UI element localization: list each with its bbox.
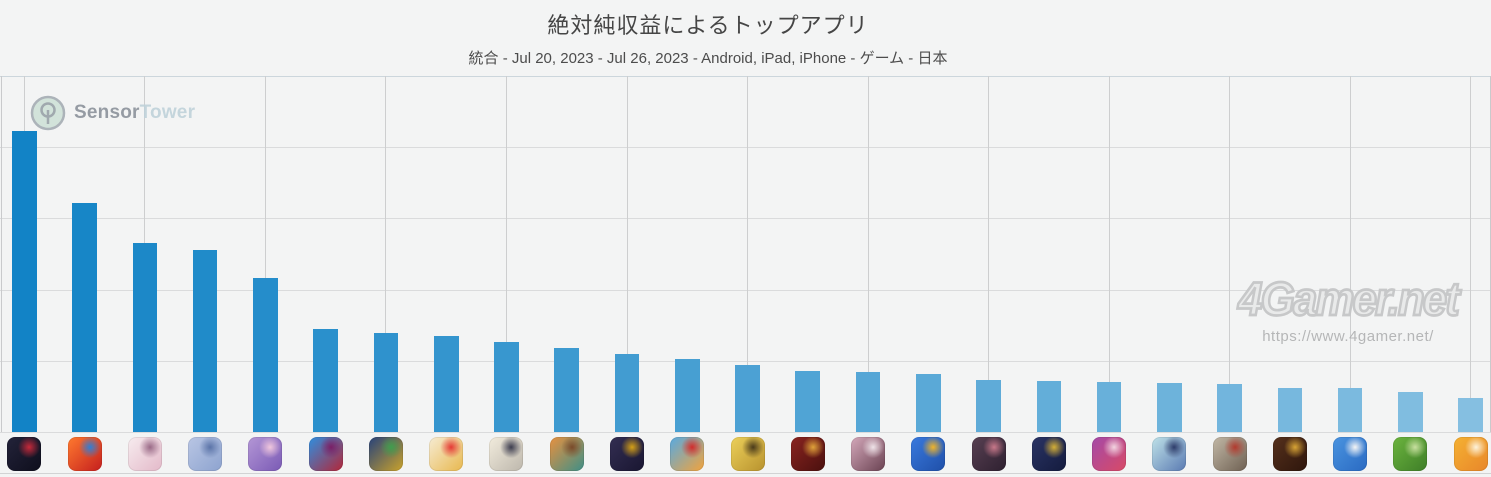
revenue-bar-rank-7 (373, 333, 399, 432)
vertical-gridline (988, 76, 990, 432)
revenue-bar-rank-16 (916, 373, 941, 432)
vertical-gridline (505, 76, 507, 432)
horizontal-gridline (0, 289, 1491, 291)
app-pink-hair-girl-dark-icon (851, 437, 886, 471)
revenue-bar-rank-2 (72, 203, 97, 432)
plot-top-border (0, 76, 1491, 77)
revenue-bar-rank-1 (12, 131, 37, 432)
vertical-gridline (626, 76, 628, 432)
app-dark-blue-gold-quest-icon (368, 437, 403, 471)
vertical-gridline (1470, 76, 1472, 432)
app-teal-ice-blue-duo-icon (1152, 437, 1187, 471)
plot-area (0, 76, 1491, 433)
fourgamer-url: https://www.4gamer.net/ (1262, 328, 1434, 345)
revenue-bar-rank-4 (192, 249, 218, 432)
revenue-bar-rank-9 (494, 342, 519, 432)
vertical-gridline (1349, 76, 1351, 432)
vertical-gridline (1108, 76, 1110, 432)
revenue-bar-rank-13 (735, 364, 760, 432)
revenue-bar-rank-19 (1096, 382, 1122, 432)
vertical-gridline (1229, 76, 1231, 432)
vertical-gridline (867, 76, 869, 432)
horizontal-gridline (0, 360, 1491, 362)
revenue-bar-rank-12 (674, 358, 700, 432)
revenue-bar-rank-6 (313, 329, 338, 432)
chart-subtitle: 統合 - Jul 20, 2023 - Jul 26, 2023 - Andro… (468, 50, 948, 67)
x-axis-baseline (0, 432, 1491, 433)
plot-right-border (1489, 76, 1491, 432)
vertical-gridline (385, 76, 387, 432)
app-navy-gold-knight-icon (1031, 437, 1066, 471)
horizontal-gridline (0, 218, 1491, 220)
app-green-park-golf-icon (1393, 437, 1428, 471)
revenue-bar-rank-25 (1458, 398, 1483, 432)
app-dark-navy-gold-three-icon (610, 437, 644, 471)
app-blue-yellow-king-icon (911, 437, 946, 471)
revenue-bar-rank-5 (253, 277, 278, 432)
revenue-bar-rank-24 (1398, 391, 1423, 432)
app-dark-baseball-players-red-banner-icon (7, 437, 42, 471)
revenue-bar-rank-20 (1157, 382, 1182, 432)
app-red-orange-monster-flame-icon (67, 437, 102, 471)
app-dark-red-gold-claw-icon (790, 437, 825, 471)
app-white-cream-dark-figure-icon (489, 437, 524, 471)
chart-header: 絶対純収益によるトップアプリ 統合 - Jul 20, 2023 - Jul 2… (0, 0, 1416, 68)
app-dark-brown-gold-kanji-icon (1272, 437, 1307, 471)
app-pale-pink-anime-girl-icon (127, 437, 162, 471)
fourgamer-watermark: 4Gamer.net https://www.4gamer.net/ (1228, 273, 1468, 345)
revenue-bar-rank-14 (795, 370, 821, 432)
plot-left-border (0, 76, 2, 432)
revenue-bar-rank-8 (433, 336, 459, 432)
app-red-dragon-on-blue-icon (308, 437, 343, 471)
bottom-divider (0, 473, 1491, 474)
revenue-bar-rank-18 (1036, 381, 1062, 432)
app-pokeball-on-cream-icon (429, 437, 464, 471)
app-orange-white-battle-cat-icon (1453, 437, 1488, 471)
app-periwinkle-blue-anime-character-icon (188, 437, 223, 471)
app-dark-brown-idol-group-icon (971, 437, 1006, 471)
revenue-bar-rank-15 (855, 371, 881, 432)
fourgamer-logo: 4Gamer.net (1237, 273, 1461, 326)
page-title: 絶対純収益によるトップアプリ (547, 13, 869, 38)
vertical-gridline (747, 76, 749, 432)
revenue-bar-rank-10 (554, 348, 580, 432)
app-blue-white-red-cat-icon (1333, 437, 1368, 471)
vertical-gridline (264, 76, 266, 432)
revenue-bar-rank-22 (1277, 388, 1303, 432)
app-purple-horse-girl-icon (248, 437, 283, 471)
sensortower-watermark: SensorTower (30, 95, 195, 131)
app-magenta-red-haired-girl-icon (1092, 437, 1127, 471)
app-saiyan-orange-blue-sky-icon (670, 437, 705, 471)
revenue-bar-rank-21 (1217, 383, 1242, 432)
revenue-bar-rank-17 (976, 379, 1001, 432)
revenue-bar-rank-23 (1337, 388, 1363, 432)
app-orange-teal-pirates-icon (549, 437, 584, 471)
sensortower-logo-icon (30, 95, 66, 131)
revenue-bar-rank-3 (132, 243, 158, 432)
app-gray-tan-zombie-face-icon (1212, 437, 1247, 471)
sensortower-logo-text: SensorTower (74, 102, 196, 123)
app-gold-yellow-warriors-icon (730, 437, 765, 471)
revenue-bar-rank-11 (614, 354, 640, 432)
horizontal-gridline (0, 147, 1491, 149)
